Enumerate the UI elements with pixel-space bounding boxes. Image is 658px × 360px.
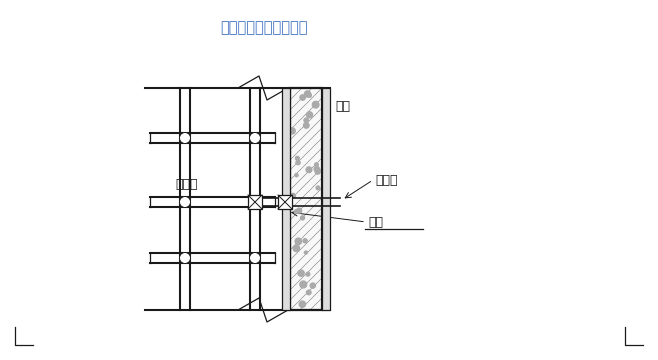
Circle shape — [315, 163, 318, 166]
Bar — [290, 88, 322, 310]
Circle shape — [300, 95, 305, 100]
Circle shape — [304, 118, 309, 122]
Circle shape — [180, 252, 191, 264]
Circle shape — [306, 167, 312, 172]
Text: 结构: 结构 — [335, 99, 350, 112]
Circle shape — [297, 208, 301, 213]
Text: 连墙件扣件连接示意图: 连墙件扣件连接示意图 — [220, 21, 307, 36]
Circle shape — [310, 283, 315, 288]
Circle shape — [306, 272, 310, 276]
Circle shape — [305, 251, 307, 254]
Circle shape — [303, 123, 309, 128]
Circle shape — [307, 112, 313, 118]
Circle shape — [249, 197, 261, 207]
Text: 脚手架: 脚手架 — [175, 177, 197, 190]
Circle shape — [307, 290, 311, 295]
Circle shape — [300, 281, 307, 288]
Circle shape — [180, 197, 191, 207]
Circle shape — [296, 161, 300, 165]
Bar — [290, 88, 322, 310]
Circle shape — [314, 166, 319, 172]
Circle shape — [298, 270, 304, 276]
Circle shape — [301, 216, 305, 220]
Circle shape — [313, 102, 319, 108]
Circle shape — [307, 93, 311, 97]
Circle shape — [289, 128, 295, 134]
Bar — [278, 195, 292, 209]
Circle shape — [305, 91, 311, 97]
Circle shape — [316, 186, 320, 190]
Bar — [282, 88, 290, 310]
Circle shape — [299, 301, 305, 307]
Text: 扣件: 扣件 — [368, 216, 383, 229]
Circle shape — [249, 132, 261, 144]
Circle shape — [315, 169, 320, 174]
Circle shape — [295, 238, 301, 244]
Circle shape — [295, 156, 299, 160]
Circle shape — [295, 174, 298, 177]
Circle shape — [180, 132, 191, 144]
Text: 连墙杆: 连墙杆 — [375, 174, 397, 186]
Bar — [248, 195, 262, 209]
Bar — [322, 88, 330, 310]
Circle shape — [294, 210, 298, 213]
Circle shape — [249, 252, 261, 264]
Circle shape — [303, 239, 307, 243]
Circle shape — [291, 193, 295, 198]
Circle shape — [293, 245, 299, 252]
